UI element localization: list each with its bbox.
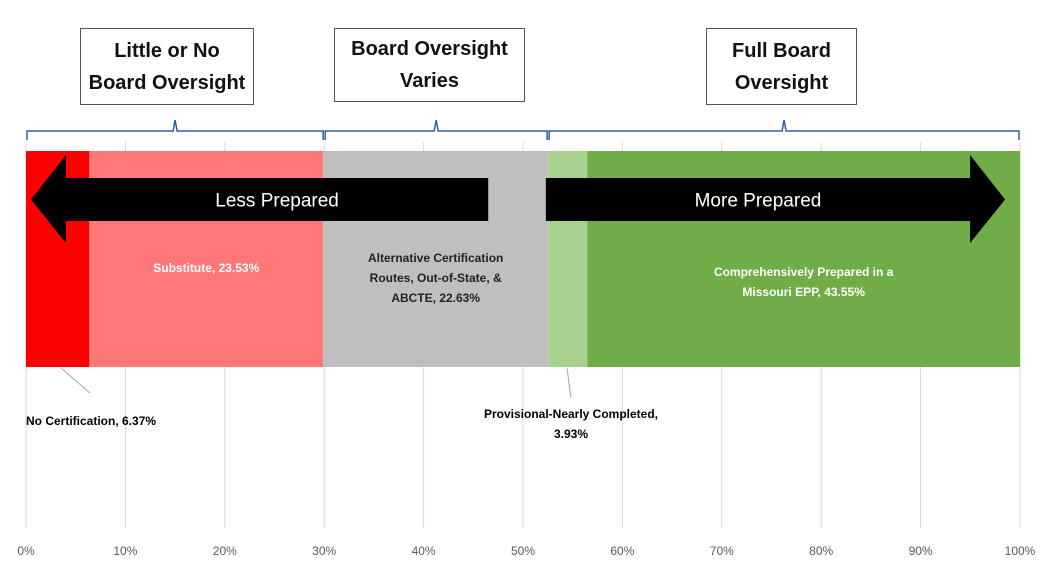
prepared-arrow [545, 155, 1006, 243]
data-label: No Certification, 6.37% [26, 414, 156, 428]
data-label: Alternative Certification Routes, Out-of-… [368, 251, 503, 305]
oversight-brace [548, 119, 1020, 140]
oversight-brace [26, 119, 324, 140]
oversight-box-line: Board Oversight [351, 38, 508, 60]
oversight-box-line: Full Board [732, 39, 831, 62]
data-label: Substitute, 23.53% [153, 261, 259, 275]
oversight-box-line: Varies [400, 70, 459, 92]
x-tick-label: 30% [312, 544, 336, 558]
x-tick-label: 60% [610, 544, 634, 558]
oversight-box-little: Little or No Board Oversight [80, 28, 254, 105]
x-tick-label: 80% [809, 544, 833, 558]
x-tick-label: 40% [412, 544, 436, 558]
x-tick-label: 0% [17, 544, 35, 558]
prepared-arrow [30, 155, 489, 243]
x-tick-label: 70% [710, 544, 734, 558]
oversight-box-varies: Board Oversight Varies [334, 28, 525, 102]
x-tick-label: 50% [511, 544, 535, 558]
leader-line [60, 367, 91, 394]
data-label: Provisional-Nearly Completed, 3.93% [484, 407, 658, 441]
prepared-arrow-label: More Prepared [695, 191, 822, 212]
leader-line [566, 367, 572, 399]
oversight-box-line: Little or No [114, 39, 220, 62]
oversight-box-full: Full Board Oversight [706, 28, 857, 105]
x-tick-label: 90% [909, 544, 933, 558]
x-tick-label: 20% [213, 544, 237, 558]
data-label: Comprehensively Prepared in a [714, 265, 894, 279]
oversight-box-line: Board Oversight [88, 71, 246, 94]
x-tick-label: 100% [1005, 544, 1036, 558]
x-tick-label: 10% [113, 544, 137, 558]
prepared-arrow-label: Less Prepared [215, 191, 339, 212]
oversight-brace [324, 119, 548, 140]
oversight-box-line: Oversight [734, 71, 829, 94]
data-label: Missouri EPP, 43.55% [742, 285, 865, 299]
